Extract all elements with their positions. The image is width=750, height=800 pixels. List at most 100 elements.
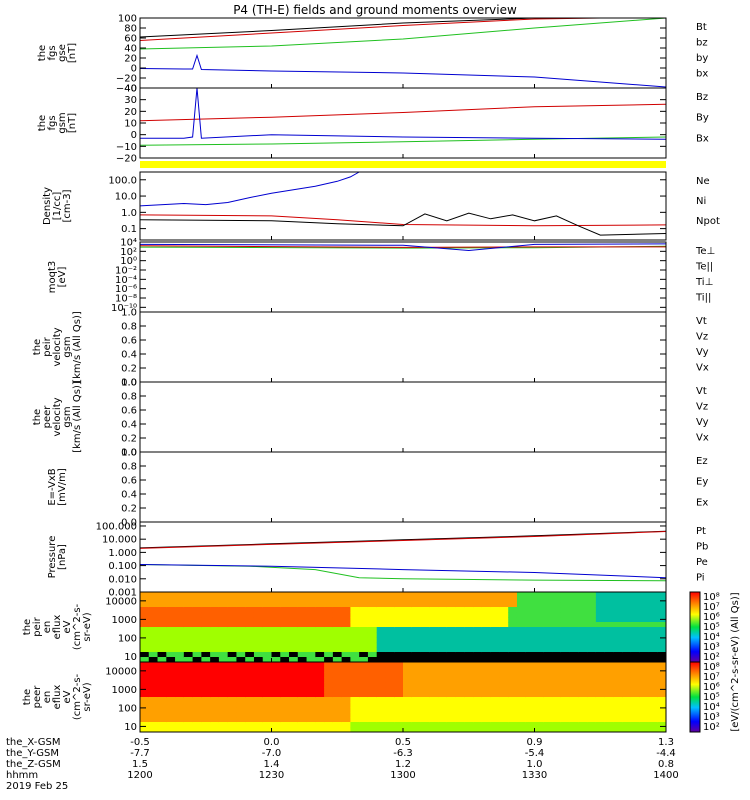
spectrogram-cell [315,652,325,658]
spectrogram-cell [359,717,369,723]
spectrogram-cell [455,667,465,673]
spectrogram-cell [578,632,588,638]
spectrogram-cell [192,712,202,718]
spectrogram-cell [464,662,474,668]
spectrogram-cell [175,632,185,638]
spectrogram-cell [183,702,194,708]
spectrogram-cell [227,727,237,733]
spectrogram-cell [420,597,430,603]
spectrogram-cell [227,662,237,668]
spectrogram-cell [569,607,579,613]
spectrogram-cell [385,672,395,678]
spectrogram-cell [438,687,448,693]
spectrogram-cell [464,597,474,603]
spectrogram-cell [359,667,369,673]
spectrogram-cell [464,647,474,653]
spectrogram-cell [166,627,176,633]
y-tick-label: 0 [131,130,137,141]
spectrogram-cell [324,727,334,733]
spectrogram-cell [525,627,535,633]
spectrogram-cell [481,697,492,703]
spectrogram-cell [639,667,649,673]
spectrogram-cell [604,607,614,613]
spectrogram-cell [508,617,518,623]
spectrogram-cell [376,722,386,728]
spectrogram-cell [324,717,334,723]
spectrogram-cell [315,667,325,673]
spectrogram-cell [403,667,413,673]
spectrogram-cell [657,727,667,733]
y-axis-label: Pressure [47,536,58,579]
spectrogram-cell [464,617,474,623]
spectrogram-cell [175,612,185,618]
colorbar-tick-label: 10⁷ [703,672,720,683]
spectrogram-cell [420,672,430,678]
spectrogram-cell [227,682,237,688]
spectrogram-cell [473,707,483,713]
series-tb [139,243,667,252]
spectrogram-cell [306,697,316,703]
panel-frame [139,87,667,159]
spectrogram-cell [595,672,606,678]
spectrogram-cell [332,602,343,608]
spectrogram-cell [420,692,430,698]
spectrogram-cell [630,722,641,728]
spectrogram-cell [280,727,290,733]
spectrogram-cell [253,622,264,628]
spectrogram-cell [639,692,649,698]
spectrogram-cell [499,602,509,608]
y-tick-label: 0.4 [121,420,137,431]
x-tick-label-z: 1.0 [527,759,543,770]
colorbar-tick-label: 10⁴ [703,702,720,713]
spectrogram-cell [604,647,614,653]
spectrogram-cell [429,632,439,638]
spectrogram-cell [543,682,553,688]
spectrogram-cell [262,687,272,693]
spectrogram-cell [438,597,448,603]
spectrogram-cell [218,712,229,718]
legend-by: by [696,53,708,64]
spectrogram-cell [157,677,167,683]
spectrogram-cell [385,622,395,628]
spectrogram-cell [157,722,167,728]
spectrogram-cell [157,697,167,703]
y-axis-label: peir [32,616,43,636]
spectrogram-cell [630,717,641,723]
spectrogram-cell [201,667,211,673]
spectrogram-cell [201,702,211,708]
spectrogram-cell [622,697,632,703]
spectrogram-cell [473,712,483,718]
spectrogram-cell [210,662,220,668]
y-axis-label: gsm [62,336,73,357]
spectrogram-cell [473,657,483,663]
spectrogram-cell [148,612,159,618]
spectrogram-cell [595,702,606,708]
spectrogram-cell [525,622,535,628]
spectrogram-cell [218,632,229,638]
spectrogram-cell [508,682,518,688]
spectrogram-cell [341,727,351,733]
y-tick-label: 1.0 [121,448,137,459]
spectrogram-cell [297,682,308,688]
spectrogram-cell [552,607,562,613]
spectrogram-cell [543,712,553,718]
spectrogram-cell [166,722,176,728]
spectrogram-cell [385,642,395,648]
spectrogram-cell [464,607,474,613]
spectrogram-cell [271,662,281,668]
spectrogram-cell [630,647,641,653]
spectrogram-cell [324,637,334,643]
spectrogram-cell [438,682,448,688]
spectrogram-cell [332,692,343,698]
spectrogram-cell [438,677,448,683]
spectrogram-cell [604,667,614,673]
spectrogram-cell [552,712,562,718]
spectrogram-cell [595,647,606,653]
spectrogram-cell [587,622,597,628]
spectrogram-cell [587,692,597,698]
spectrogram-cell [297,642,308,648]
spectrogram-cell [508,722,518,728]
spectrogram-cell [446,607,457,613]
spectrogram-cell [297,712,308,718]
